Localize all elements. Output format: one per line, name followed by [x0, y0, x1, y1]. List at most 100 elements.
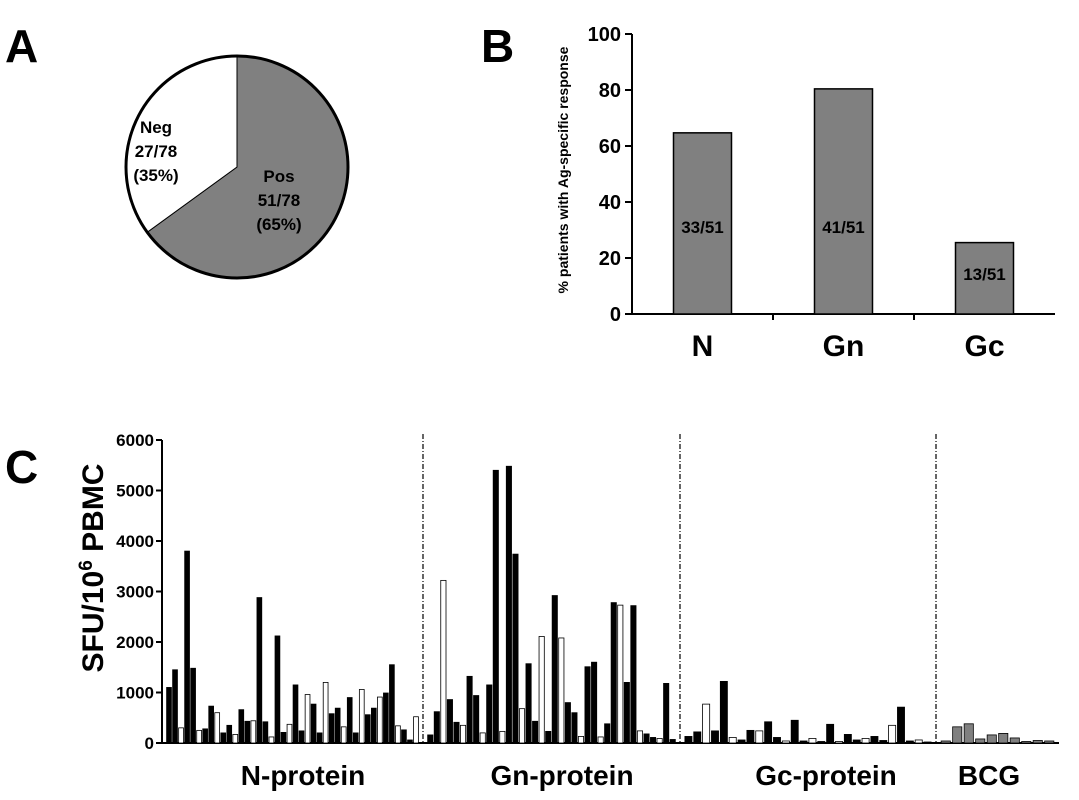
- c-bar-n-protein: [286, 723, 293, 744]
- pie-outline: [124, 54, 350, 280]
- c-bar-gc-protein: [923, 741, 932, 744]
- c-bar-gc-protein: [737, 739, 746, 744]
- c-bar-gn-protein: [460, 724, 467, 744]
- c-bar-n-protein: [322, 682, 329, 744]
- c-bar-bcg: [1032, 740, 1043, 744]
- c-bar-gn-protein: [597, 736, 604, 744]
- c-bar-n-protein: [334, 707, 341, 744]
- c-bar-n-protein: [383, 692, 389, 744]
- c-bar-bcg: [940, 740, 951, 744]
- c-bar-gn-protein: [525, 663, 532, 744]
- panel-letter-c: C: [5, 441, 38, 493]
- c-bar-gc-protein: [719, 680, 728, 744]
- c-bar-gn-protein: [623, 682, 630, 744]
- c-bar-n-protein: [184, 550, 190, 744]
- c-y-axis-title-tail: PBMC: [77, 464, 110, 561]
- c-bar-bcg: [986, 734, 997, 744]
- pie-pos-percent: (65%): [256, 215, 301, 234]
- c-bar-n-protein: [274, 635, 281, 744]
- c-bar-gc-protein: [755, 730, 764, 744]
- c-bar-gn-protein: [591, 661, 598, 744]
- c-bar-gn-protein: [610, 602, 617, 744]
- c-bar-gn-protein: [492, 469, 499, 744]
- c-bar-gc-protein: [790, 719, 799, 744]
- c-bar-n-protein: [256, 597, 263, 744]
- c-bar-n-protein: [407, 739, 413, 744]
- c-bar-bcg: [952, 726, 963, 744]
- c-bar-n-protein: [389, 664, 395, 744]
- c-bar-n-protein: [196, 729, 202, 744]
- c-bar-gn-protein: [473, 695, 480, 744]
- c-group-label: BCG: [958, 760, 1020, 791]
- c-bar-gn-protein: [551, 595, 558, 744]
- c-bar-n-protein: [190, 667, 196, 744]
- c-bar-gc-protein: [914, 739, 923, 744]
- c-bar-gn-protein: [650, 737, 657, 744]
- b-y-tick-label: 100: [588, 24, 621, 46]
- c-bar-gn-protein: [499, 730, 506, 744]
- pie-neg-percent: (35%): [133, 166, 178, 185]
- c-bar-gc-protein: [728, 737, 737, 744]
- c-bar-bcg: [963, 723, 974, 744]
- c-bar-gn-protein: [532, 720, 539, 744]
- c-bar-gc-protein: [817, 741, 826, 744]
- c-bar-n-protein: [220, 732, 227, 744]
- c-bar-n-protein: [358, 689, 365, 744]
- panel-letter-b: B: [481, 20, 514, 72]
- c-bar-gc-protein: [905, 740, 914, 744]
- bar-chart-c: 0 1000 2000 3000 4000 5000 6000 N-protein Gn-pro…: [116, 431, 1059, 791]
- pie-neg-count: 27/78: [135, 142, 178, 161]
- c-bar-n-protein: [371, 707, 377, 744]
- pie-pos-count: 51/78: [258, 191, 301, 210]
- b-x-category-label: N: [692, 330, 714, 363]
- c-bar-n-protein: [280, 731, 287, 744]
- c-bar-gc-protein: [861, 738, 870, 744]
- c-y-tick-label: 5000: [116, 482, 154, 501]
- b-y-tick-label: 0: [610, 304, 621, 326]
- c-bar-n-protein: [244, 720, 251, 744]
- c-bar-n-protein: [208, 705, 214, 744]
- c-y-tick-label: 3000: [116, 583, 154, 602]
- c-bar-bcg: [975, 738, 986, 744]
- c-y-axis-title-main: SFU/10: [77, 571, 110, 673]
- b-y-tick-label: 60: [599, 136, 621, 158]
- c-bar-gn-protein: [584, 666, 591, 744]
- c-bar-n-protein: [401, 729, 407, 744]
- c-bar-gn-protein: [486, 684, 493, 744]
- b-bar-data-label: 33/51: [681, 218, 724, 237]
- c-bar-gn-protein: [617, 604, 624, 744]
- c-y-tick-label: 1000: [116, 684, 154, 703]
- c-y-axis-title: SFU/106 PBMC: [76, 464, 110, 673]
- c-y-tick-label: 0: [145, 734, 154, 753]
- c-bar-n-protein: [395, 725, 401, 744]
- c-bar-n-protein: [202, 728, 208, 744]
- c-bar-bcg: [1044, 740, 1055, 744]
- c-bar-n-protein: [304, 694, 311, 744]
- c-group-label: N-protein: [241, 760, 365, 791]
- c-bar-gn-protein: [427, 734, 434, 744]
- c-bar-n-protein: [340, 726, 347, 744]
- panel-letter-a: A: [5, 20, 38, 72]
- c-bar-gn-protein: [538, 636, 545, 744]
- pie-neg-name: Neg: [140, 118, 172, 137]
- c-bar-n-protein: [292, 684, 299, 744]
- c-y-tick-label: 2000: [116, 633, 154, 652]
- c-bar-bcg: [998, 733, 1009, 744]
- b-y-tick-label: 80: [599, 80, 621, 102]
- c-bar-gc-protein: [773, 737, 781, 744]
- c-bar-gc-protein: [746, 729, 755, 744]
- c-bar-gc-protein: [897, 706, 905, 744]
- c-bar-n-protein: [346, 697, 353, 744]
- c-bar-gn-protein: [433, 711, 440, 744]
- b-bar-data-label: 41/51: [822, 218, 865, 237]
- c-bar-gn-protein: [446, 699, 453, 744]
- c-y-tick-label: 4000: [116, 532, 154, 551]
- c-bar-gc-protein: [684, 736, 693, 744]
- c-bar-gc-protein: [843, 734, 852, 744]
- c-bar-n-protein: [250, 720, 257, 744]
- c-y-axis-title-sup: 6: [76, 560, 97, 571]
- c-bar-n-protein: [316, 732, 323, 744]
- c-bar-gc-protein: [799, 740, 808, 744]
- c-bar-gn-protein: [479, 732, 486, 744]
- c-bar-n-protein: [268, 736, 275, 744]
